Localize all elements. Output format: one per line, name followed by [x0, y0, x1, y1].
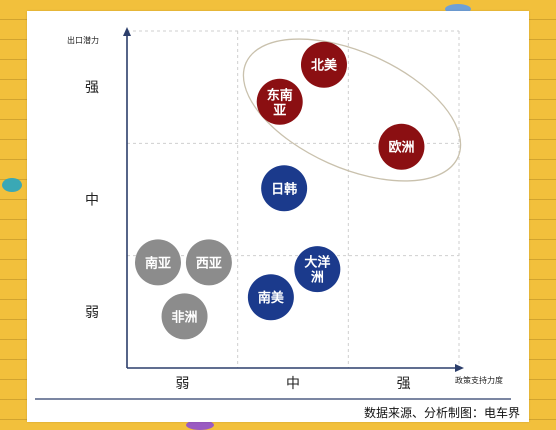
bubble-label: 日韩: [271, 181, 297, 197]
decor-dot-blue: [445, 4, 471, 14]
bubble-label: 南亚: [145, 255, 171, 271]
bubble-label: 东南: [267, 87, 293, 103]
bubble-point: 北美: [300, 41, 347, 88]
bubble-circle: [185, 239, 232, 286]
bubble-label: 大洋: [304, 255, 330, 271]
source-note: 数据来源、分析制图：电车界: [363, 406, 520, 420]
bubble-point: 东南亚: [256, 78, 303, 125]
bubble-circle: [134, 239, 181, 286]
chart-card: 出口潜力 政策支持力度 弱中强弱中强 北美 东南亚欧洲 日韩 大洋洲南美 南亚 西亚 非洲: [27, 11, 529, 422]
bubble-point: 欧洲: [378, 123, 425, 170]
y-axis-title: 出口潜力: [67, 35, 99, 45]
bubble-label: 洲: [311, 271, 324, 286]
bubble-label: 南美: [258, 290, 285, 306]
bubble-circle: [247, 274, 294, 321]
bubble-circle: [294, 246, 341, 293]
decor-dot-teal: [2, 178, 22, 192]
bubble-point: 南亚: [134, 239, 181, 286]
bubble-point: 非洲: [161, 293, 208, 340]
y-tick-label: 弱: [85, 305, 99, 321]
bubble-point: 西亚: [185, 239, 232, 286]
x-axis-title: 政策支持力度: [455, 375, 503, 385]
bubble-label: 西亚: [196, 256, 222, 271]
bubble-label: 亚: [273, 103, 286, 118]
highlight-ellipse: [242, 38, 462, 182]
bubble-matrix-chart: 出口潜力 政策支持力度 弱中强弱中强 北美东南亚欧洲日韩大洋洲南美南亚 西亚非洲: [35, 27, 511, 400]
bubble-label: 北美: [311, 58, 338, 74]
y-tick-label: 中: [85, 193, 99, 209]
bubble-point: 日韩: [261, 165, 308, 212]
x-tick-label: 中: [286, 376, 300, 392]
x-axis-arrow: [455, 364, 464, 372]
bubble-circle: [300, 41, 347, 88]
bubble-label: 非洲: [172, 309, 198, 325]
bubble-point: 南美: [247, 274, 294, 321]
bubble-point: 大洋洲: [294, 246, 341, 293]
bubble-label: 欧洲: [388, 140, 414, 156]
bubble-circle: [161, 293, 208, 340]
axes-layer: [35, 27, 511, 400]
bubble-circle: [378, 123, 425, 170]
y-tick-label: 强: [85, 80, 99, 96]
y-axis-arrow: [123, 27, 131, 36]
bubble-circle: [256, 78, 303, 125]
bubble-circle: [261, 165, 308, 212]
tick-layer: 弱中强弱中强: [85, 80, 411, 392]
x-tick-label: 强: [397, 376, 411, 392]
x-tick-label: 弱: [175, 376, 189, 392]
decor-dot-purple: [186, 420, 214, 430]
